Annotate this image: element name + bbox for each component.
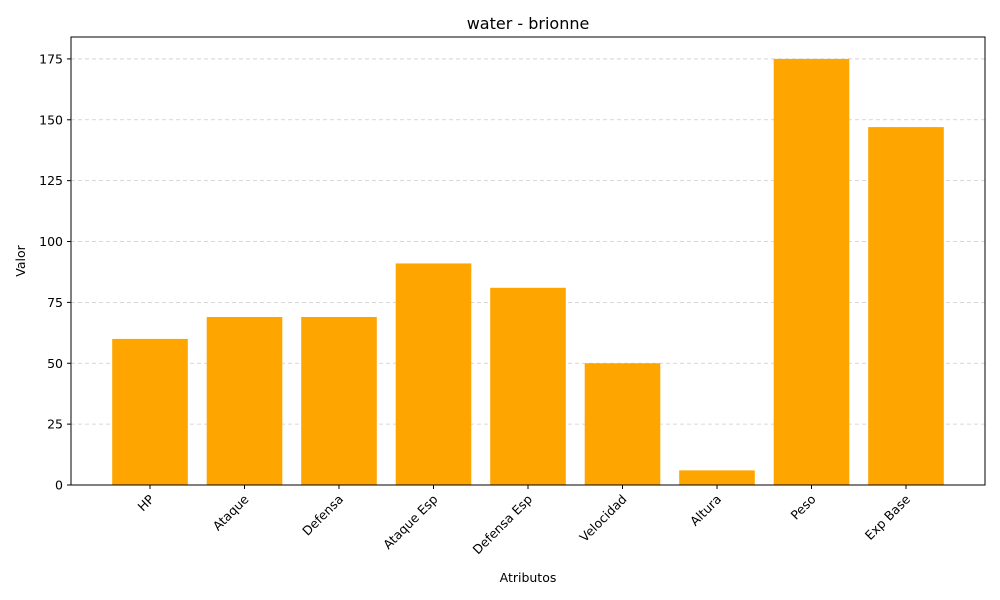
bar-exp-base bbox=[868, 127, 944, 485]
y-tick-label: 75 bbox=[47, 295, 63, 310]
y-tick-label: 0 bbox=[55, 478, 63, 493]
chart-title: water - brionne bbox=[467, 14, 590, 33]
y-axis-ticks: 0 25 50 75 100 125 150 175 bbox=[39, 51, 71, 493]
y-tick-label: 150 bbox=[39, 112, 63, 127]
bar-defensa bbox=[301, 317, 377, 485]
bar-altura bbox=[679, 470, 755, 485]
bars bbox=[112, 58, 944, 485]
x-tick-label: Velocidad bbox=[576, 492, 629, 545]
y-tick-label: 125 bbox=[39, 173, 63, 188]
bar-hp bbox=[112, 338, 188, 485]
bar-ataque-esp bbox=[395, 263, 472, 485]
x-tick-label: Ataque bbox=[210, 491, 252, 533]
x-tick-label: Altura bbox=[687, 492, 724, 529]
x-tick-label: Defensa bbox=[299, 492, 346, 539]
x-tick-label: Peso bbox=[788, 492, 819, 523]
x-tick-label: Exp Base bbox=[862, 491, 914, 543]
bar-velocidad bbox=[584, 363, 661, 485]
bar-ataque bbox=[206, 317, 283, 485]
x-tick-label: Ataque Esp bbox=[380, 491, 441, 552]
bar-defensa-esp bbox=[490, 287, 566, 485]
x-tick-label: Defensa Esp bbox=[469, 491, 535, 557]
y-tick-label: 100 bbox=[39, 234, 63, 249]
y-axis-label: Valor bbox=[13, 244, 28, 276]
y-tick-label: 175 bbox=[39, 51, 63, 66]
y-tick-label: 50 bbox=[47, 356, 63, 371]
x-axis-label: Atributos bbox=[500, 570, 557, 585]
bar-peso bbox=[773, 58, 850, 485]
y-tick-label: 25 bbox=[47, 417, 63, 432]
x-axis-ticks: HP Ataque Defensa Ataque Esp Defensa Esp Velo… bbox=[135, 485, 914, 557]
x-tick-label: HP bbox=[135, 491, 158, 514]
